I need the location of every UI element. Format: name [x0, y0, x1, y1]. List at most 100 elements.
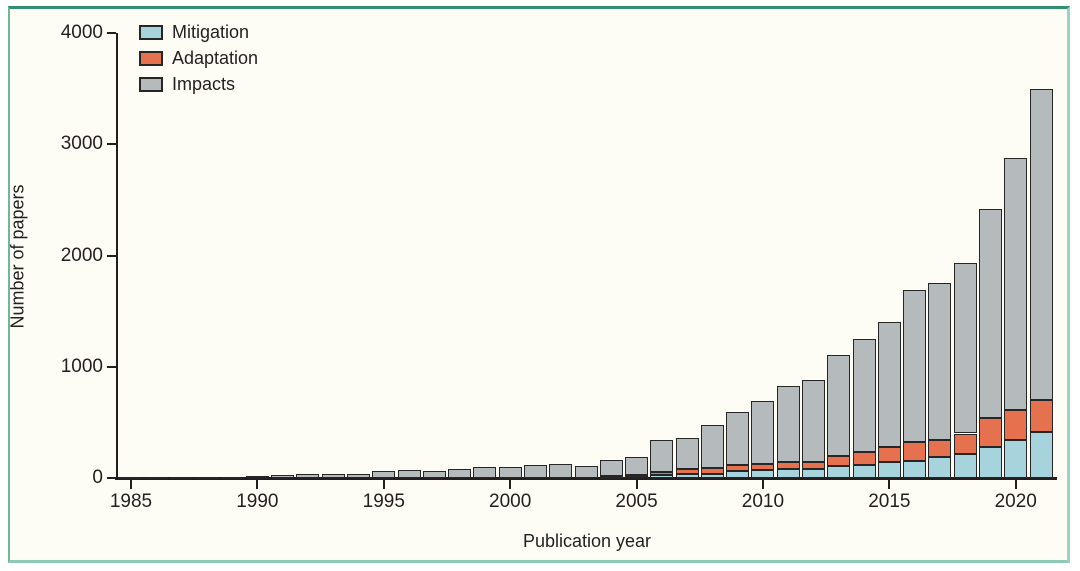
bar-segment-impacts-2016	[903, 289, 927, 442]
x-tick-label: 2015	[868, 491, 911, 512]
bar-segment-impacts-1994	[347, 473, 370, 478]
bar-segment-impacts-2004	[599, 459, 623, 477]
bar-segment-adaptation-2009	[726, 465, 750, 472]
bar-segment-impacts-1993	[321, 474, 345, 478]
y-axis-title: Number of papers	[7, 184, 28, 329]
bar-segment-mitigation-2013	[827, 465, 851, 478]
bar-segment-adaptation-2021	[1029, 400, 1053, 433]
bar-segment-impacts-2017	[928, 282, 952, 440]
bar-segment-mitigation-2020	[1004, 440, 1028, 478]
bar-segment-mitigation-2021	[1029, 432, 1053, 478]
bar-segment-mitigation-2014	[852, 464, 876, 478]
y-tick-label: 1000	[60, 355, 103, 377]
x-tick-label: 2005	[615, 491, 658, 512]
bar-segment-impacts-2011	[776, 385, 800, 463]
legend-label: Adaptation	[172, 48, 259, 68]
bar-segment-impacts-2007	[675, 437, 699, 470]
bar-segment-mitigation-2010	[751, 470, 775, 478]
bar-segment-mitigation-2017	[928, 456, 952, 478]
bar-segment-adaptation-2005	[625, 474, 649, 477]
bar-segment-mitigation-2006	[650, 474, 674, 478]
bar-segment-impacts-2003	[574, 465, 598, 478]
x-tick-label: 2020	[994, 491, 1037, 512]
legend-label: Mitigation	[172, 22, 250, 42]
y-tick	[107, 143, 116, 146]
bar-segment-impacts-2005	[625, 456, 649, 475]
y-tick-label: 3000	[60, 133, 103, 155]
bar-segment-adaptation-2012	[802, 461, 825, 470]
bar-segment-impacts-1990	[245, 476, 269, 479]
bar-segment-adaptation-2014	[852, 452, 876, 465]
legend: Mitigation Adaptation Impacts	[139, 19, 258, 97]
bar-segment-adaptation-2015	[877, 447, 901, 463]
y-tick-label: 0	[92, 467, 103, 488]
bar-segment-impacts-1989	[220, 477, 244, 480]
bar-segment-impacts-2002	[549, 463, 573, 478]
bar-segment-impacts-1999	[473, 466, 497, 478]
bar-segment-impacts-2010	[751, 400, 775, 464]
bar-segment-impacts-2015	[877, 322, 901, 448]
x-tick-label: 1995	[362, 491, 405, 512]
bar-segment-impacts-1987	[170, 477, 194, 480]
y-tick	[107, 477, 116, 479]
bar-segment-adaptation-2017	[928, 439, 952, 457]
x-tick	[761, 480, 764, 489]
bar-segment-impacts-1985	[119, 477, 143, 480]
x-tick	[888, 480, 891, 489]
bar-segment-impacts-2021	[1029, 88, 1053, 401]
bar-segment-adaptation-2007	[675, 469, 699, 475]
bar-segment-mitigation-2009	[726, 471, 750, 478]
x-tick	[382, 480, 385, 489]
bar-segment-impacts-1986	[144, 477, 168, 480]
bar-segment-mitigation-2012	[802, 469, 825, 478]
x-tick-label: 1985	[109, 491, 153, 512]
x-tick-label: 2010	[741, 491, 785, 512]
bar-segment-impacts-2013	[827, 354, 851, 456]
y-tick	[107, 254, 116, 257]
x-tick-label: 1990	[236, 491, 279, 512]
y-axis-line	[116, 33, 118, 479]
adaptation-swatch-icon	[139, 50, 163, 66]
bar-segment-impacts-1991	[271, 474, 295, 478]
y-tick	[107, 32, 116, 34]
legend-item-mitigation: Mitigation	[139, 19, 258, 45]
bar-segment-impacts-1992	[296, 474, 320, 478]
y-tick-label: 2000	[60, 244, 103, 266]
bar-segment-adaptation-2016	[903, 441, 927, 461]
bar-segment-impacts-1988	[195, 477, 219, 480]
bar-segment-adaptation-2013	[827, 455, 851, 466]
bar-segment-adaptation-2008	[700, 467, 724, 474]
bar-segment-mitigation-2008	[700, 473, 724, 478]
bar-segment-impacts-1996	[397, 470, 421, 478]
bar-segment-mitigation-2011	[776, 469, 800, 478]
mitigation-swatch-icon	[139, 24, 163, 40]
bar-segment-adaptation-2010	[751, 463, 775, 471]
x-tick	[509, 480, 512, 489]
bar-segment-impacts-2018	[953, 263, 977, 434]
x-tick	[256, 480, 259, 489]
x-tick	[1014, 480, 1017, 489]
bar-segment-adaptation-2011	[776, 462, 800, 470]
impacts-swatch-icon	[139, 76, 163, 92]
x-tick-label: 2000	[489, 491, 532, 512]
bar-segment-impacts-2014	[852, 339, 876, 453]
x-axis-title: Publication year	[522, 531, 652, 551]
legend-label: Impacts	[172, 74, 236, 94]
bar-segment-impacts-2001	[523, 464, 547, 478]
bar-segment-mitigation-2007	[675, 474, 699, 478]
bar-segment-impacts-1995	[372, 471, 396, 478]
y-tick	[107, 365, 116, 368]
legend-item-impacts: Impacts	[139, 71, 258, 97]
bar-segment-adaptation-2004	[599, 476, 623, 479]
bar-segment-impacts-1998	[448, 468, 472, 478]
bar-segment-adaptation-2018	[953, 433, 977, 454]
bar-segment-mitigation-2019	[978, 446, 1002, 478]
bar-segment-adaptation-2019	[978, 417, 1002, 447]
bar-segment-adaptation-2020	[1004, 409, 1028, 441]
bar-segment-impacts-2008	[700, 424, 724, 468]
bar-segment-impacts-2019	[978, 208, 1002, 418]
bar-segment-impacts-2012	[802, 379, 825, 462]
y-tick-label: 4000	[60, 22, 103, 43]
